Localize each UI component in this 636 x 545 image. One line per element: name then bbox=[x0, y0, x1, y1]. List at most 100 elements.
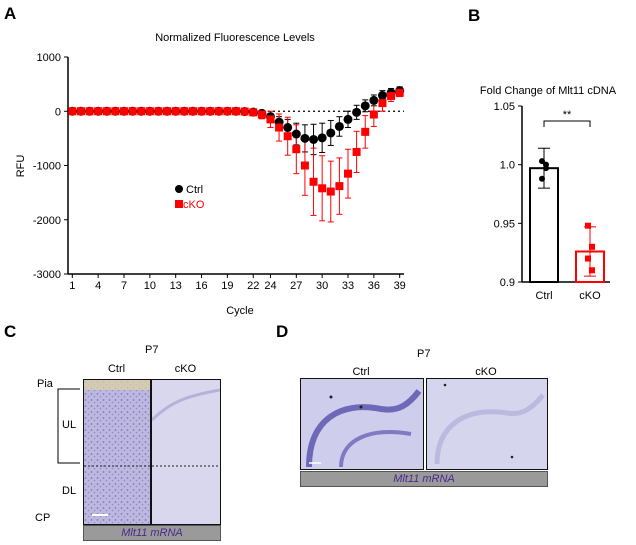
fold-change-chart: Fold Change of Mlt11 cDNA 0.9 0.95 1.0 1.05… bbox=[480, 85, 617, 302]
data-point-cko bbox=[180, 107, 189, 116]
x-tick-label: 30 bbox=[316, 280, 328, 292]
data-point-cko bbox=[111, 107, 120, 116]
data-point-cko bbox=[326, 187, 335, 196]
data-point-cko bbox=[163, 107, 172, 116]
legend-marker-cko bbox=[175, 200, 183, 208]
data-point-cko bbox=[154, 107, 163, 116]
data-point-cko bbox=[145, 107, 154, 116]
x-tick-label: 19 bbox=[221, 280, 233, 292]
x-tick-label: 22 bbox=[247, 280, 259, 292]
data-point-cko bbox=[85, 107, 94, 116]
panel-d-mrna-label: Mlt11 mRNA bbox=[300, 471, 548, 487]
legend-label-cko: cKO bbox=[183, 199, 205, 211]
data-point-ctrl bbox=[343, 114, 353, 124]
bar-y-tick-label: 1.05 bbox=[494, 101, 515, 113]
significance-bracket bbox=[543, 120, 591, 127]
x-axis-label: Cycle bbox=[226, 305, 254, 317]
data-point-ctrl bbox=[369, 95, 379, 105]
point-cko bbox=[589, 243, 595, 250]
panel-c-stage: P7 bbox=[145, 344, 159, 356]
bar-y-tick-label: 0.9 bbox=[500, 277, 515, 289]
x-tick-label: 13 bbox=[170, 280, 182, 292]
data-point-cko bbox=[318, 184, 327, 193]
y-tick-label: -3000 bbox=[33, 269, 61, 281]
data-point-cko bbox=[171, 107, 180, 116]
data-point-cko bbox=[197, 107, 206, 116]
x-tick-label: 33 bbox=[342, 280, 354, 292]
legend-label-ctrl: Ctrl bbox=[186, 184, 203, 196]
bar-category-label: Ctrl bbox=[535, 290, 552, 302]
y-tick-label: -1000 bbox=[33, 161, 61, 173]
x-tick-label: 10 bbox=[144, 280, 156, 292]
data-point-cko bbox=[188, 107, 197, 116]
data-point-cko bbox=[232, 107, 240, 116]
data-point-cko bbox=[240, 107, 249, 116]
layer-label-cp: CP bbox=[35, 512, 51, 524]
data-point-ctrl bbox=[291, 129, 301, 139]
data-point-cko bbox=[137, 107, 146, 116]
data-point-cko bbox=[206, 107, 215, 116]
panel-d-ctrl-label: Ctrl bbox=[352, 366, 370, 378]
y-tick-label: 1000 bbox=[37, 52, 61, 64]
bar-chart-bars: Ctrl cKO ** bbox=[529, 109, 605, 302]
significance-label: ** bbox=[563, 109, 572, 121]
point-cko bbox=[589, 267, 595, 274]
data-point-cko bbox=[94, 107, 103, 116]
panel-c-mrna-label: Mlt11 mRNA bbox=[83, 525, 221, 541]
data-point-ctrl bbox=[352, 107, 362, 117]
data-point-cko bbox=[300, 161, 309, 170]
data-point-cko bbox=[120, 107, 128, 116]
data-point-cko bbox=[275, 123, 284, 132]
bar-y-tick-label: 0.95 bbox=[494, 218, 515, 230]
chart-series bbox=[67, 86, 405, 223]
data-point-ctrl bbox=[334, 121, 344, 131]
data-point-cko bbox=[68, 107, 77, 116]
panel-d-cko-label: cKO bbox=[475, 366, 497, 378]
data-point-cko bbox=[369, 110, 378, 119]
data-point-cko bbox=[102, 107, 111, 116]
bar-chart-title: Fold Change of Mlt11 cDNA bbox=[480, 85, 617, 97]
data-point-cko bbox=[76, 107, 85, 116]
data-point-cko bbox=[387, 92, 396, 101]
panel-letter-c: C bbox=[4, 322, 17, 341]
data-point-cko bbox=[361, 127, 370, 136]
chart-title: Normalized Fluorescence Levels bbox=[155, 32, 315, 44]
data-point-cko bbox=[257, 110, 266, 119]
point-cko bbox=[585, 255, 591, 262]
x-tick-label: 24 bbox=[264, 280, 276, 292]
data-point-cko bbox=[335, 182, 344, 191]
layer-label-dl: DL bbox=[62, 485, 77, 497]
x-tick-label: 4 bbox=[95, 280, 101, 292]
data-point-ctrl bbox=[283, 123, 293, 133]
x-tick-label: 39 bbox=[394, 280, 406, 292]
fluorescence-chart: Normalized Fluorescence Levels 1000 0 -100… bbox=[15, 32, 406, 317]
legend: Ctrl cKO bbox=[175, 184, 205, 211]
panel-c-cko-label: cKO bbox=[174, 363, 197, 375]
panel-c-ctrl-label: Ctrl bbox=[107, 363, 126, 375]
data-point-ctrl bbox=[360, 101, 370, 111]
data-point-cko bbox=[249, 108, 258, 117]
panel-c-ctrl-image bbox=[83, 379, 151, 525]
data-point-cko bbox=[309, 177, 318, 186]
panel-letter-d: D bbox=[276, 322, 289, 341]
data-point-cko bbox=[266, 115, 275, 124]
point-ctrl bbox=[539, 175, 545, 182]
layer-bracket bbox=[57, 388, 80, 464]
data-point-ctrl bbox=[326, 128, 336, 138]
bar-y-tick-label: 1.0 bbox=[500, 160, 515, 172]
y-tick-label: -2000 bbox=[33, 215, 61, 227]
x-tick-label: 16 bbox=[195, 280, 207, 292]
data-point-ctrl bbox=[309, 134, 319, 144]
panel-d-cko-image bbox=[426, 378, 548, 470]
bar-chart-axes: 0.9 0.95 1.0 1.05 bbox=[494, 101, 610, 289]
data-point-cko bbox=[128, 107, 137, 116]
data-point-cko bbox=[223, 107, 232, 116]
data-point-ctrl bbox=[377, 91, 387, 101]
data-point-ctrl bbox=[300, 133, 310, 143]
data-point-ctrl bbox=[317, 133, 327, 143]
data-point-cko bbox=[214, 107, 223, 116]
data-point-cko bbox=[395, 88, 404, 97]
y-axis-label: RFU bbox=[15, 155, 27, 178]
x-tick-label: 7 bbox=[121, 280, 127, 292]
data-point-cko bbox=[292, 145, 301, 154]
